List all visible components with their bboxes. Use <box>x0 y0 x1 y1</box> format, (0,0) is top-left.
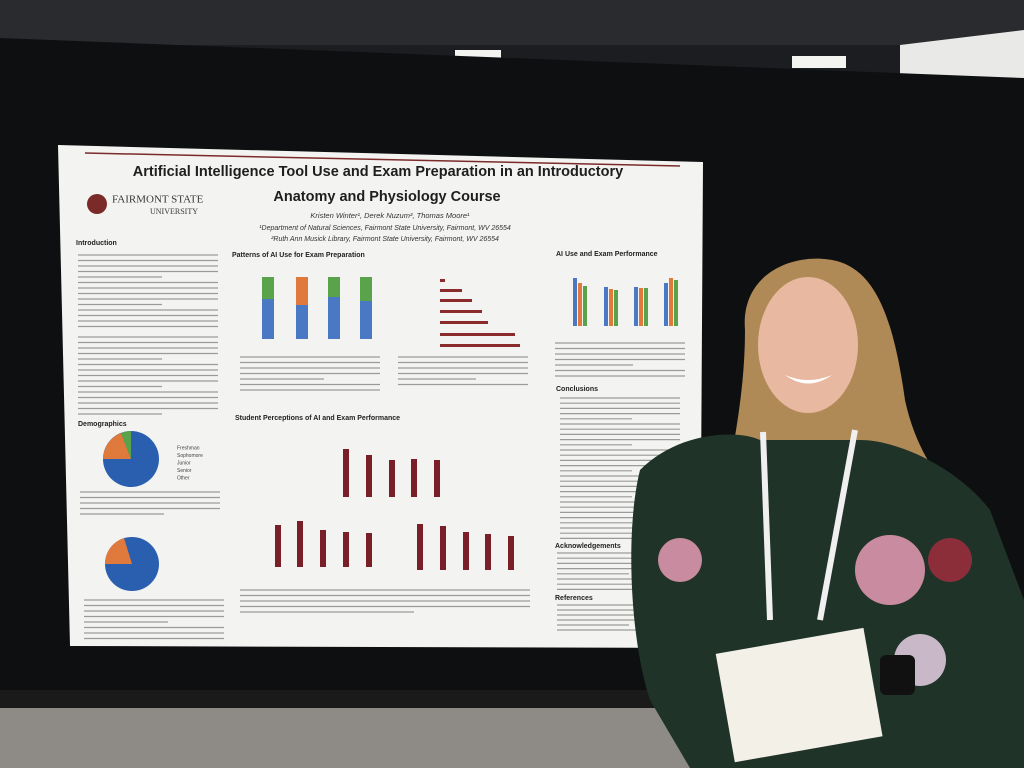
logo-text: FAIRMONT STATE <box>112 194 204 206</box>
section-heading: Student Perceptions of AI and Exam Perfo… <box>235 415 400 422</box>
poster-title: Artificial Intelligence Tool Use and Exa… <box>133 164 623 180</box>
pie-charts <box>103 431 159 591</box>
legend-entry: Sophomore <box>177 453 203 459</box>
name-badge <box>715 627 883 763</box>
pie-graphic <box>103 433 131 459</box>
affiliation: ¹Department of Natural Sciences, Fairmon… <box>259 225 511 232</box>
poster-title: Anatomy and Physiology Course <box>273 189 500 205</box>
chart-graphic <box>343 449 349 497</box>
ceiling-light <box>792 56 846 68</box>
person <box>631 258 1024 768</box>
chart-graphic <box>440 333 515 336</box>
chart-graphic <box>343 532 349 567</box>
chart-graphic <box>360 277 372 301</box>
pie-graphic <box>121 431 131 459</box>
grouped-chart <box>573 278 678 326</box>
chart-graphic <box>434 460 440 497</box>
dress-flower <box>658 538 702 582</box>
smile <box>785 375 832 384</box>
chart-graphic <box>634 287 638 326</box>
dress-flower <box>928 538 972 582</box>
chart-graphic <box>669 278 673 326</box>
chart-graphic <box>417 524 423 570</box>
perception-charts <box>275 449 514 570</box>
legend-entry: Senior <box>177 468 192 474</box>
chart-graphic <box>614 290 618 326</box>
chart-graphic <box>508 536 514 570</box>
chart-graphic <box>440 310 482 313</box>
section-heading: Conclusions <box>556 386 598 393</box>
chart-graphic <box>440 279 445 282</box>
chart-graphic <box>366 533 372 567</box>
chart-graphic <box>440 526 446 570</box>
hbar-chart <box>440 279 520 347</box>
board-base <box>0 690 700 708</box>
chart-graphic <box>674 280 678 326</box>
chart-graphic <box>275 525 281 567</box>
section-heading: Demographics <box>78 421 127 428</box>
chart-graphic <box>583 286 587 326</box>
lanyard <box>760 429 858 621</box>
section-heading: References <box>555 595 593 602</box>
chart-graphic <box>440 321 488 324</box>
chart-graphic <box>440 289 462 292</box>
chart-graphic <box>578 283 582 326</box>
ceiling <box>0 0 1024 45</box>
stacked-chart <box>262 277 372 339</box>
pie-graphic <box>104 538 132 564</box>
chart-graphic <box>389 460 395 497</box>
chart-graphic <box>609 289 613 326</box>
legend-entry: Junior <box>177 460 191 466</box>
logo-mark <box>87 194 107 214</box>
chart-graphic <box>262 277 274 299</box>
poster-content: Artificial Intelligence Tool Use and Exa… <box>76 164 658 602</box>
chart-graphic <box>573 278 577 326</box>
ceiling-light <box>455 50 501 60</box>
chart-graphic <box>639 288 643 326</box>
logo-text: UNIVERSITY <box>150 207 198 216</box>
chart-graphic <box>411 459 417 497</box>
poster-rule <box>84 152 681 167</box>
section-heading: Patterns of AI Use for Exam Preparation <box>232 252 365 259</box>
chart-graphic <box>604 287 608 326</box>
face <box>758 277 858 413</box>
chart-graphic <box>463 532 469 570</box>
section-heading: Acknowledgements <box>555 543 621 550</box>
chart-graphic <box>664 283 668 326</box>
chart-graphic <box>366 455 372 497</box>
body-text <box>78 254 685 640</box>
section-heading: AI Use and Exam Performance <box>556 251 658 258</box>
chart-graphic <box>644 288 648 326</box>
watch <box>880 655 915 695</box>
poster <box>58 145 703 648</box>
chart-graphic <box>297 521 303 567</box>
legend-entry: Freshman <box>177 445 200 451</box>
affiliation: ²Ruth Ann Musick Library, Fairmont State… <box>271 236 499 243</box>
authors: Kristen Winter¹, Derek Nuzum², Thomas Mo… <box>310 211 470 220</box>
legend-entry: Other <box>177 475 190 481</box>
chart-graphic <box>320 530 326 567</box>
chart-graphic <box>328 277 340 297</box>
dress-flower <box>855 535 925 605</box>
chart-graphic <box>440 299 472 302</box>
chart-graphic <box>440 344 520 347</box>
chart-graphic <box>296 277 308 305</box>
section-heading: Introduction <box>76 240 117 247</box>
chart-graphic <box>485 534 491 570</box>
